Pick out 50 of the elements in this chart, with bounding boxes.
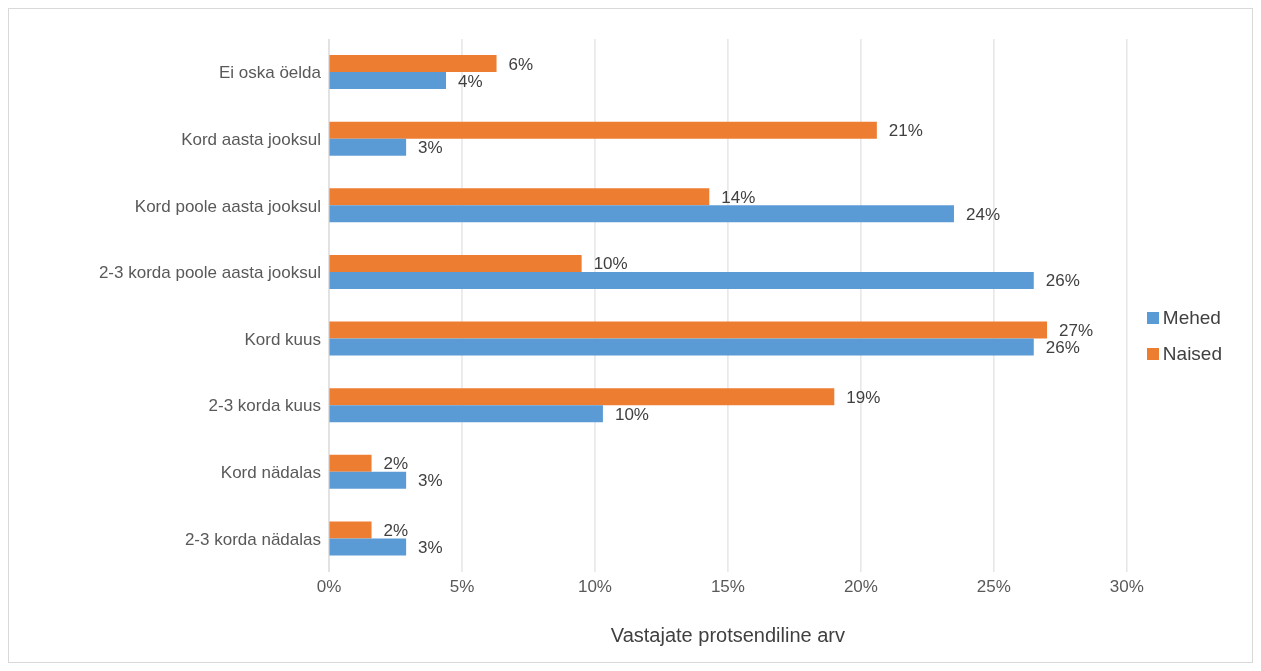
bar [329, 521, 372, 539]
bar [329, 205, 954, 223]
bar [329, 538, 407, 556]
data-label: 3% [418, 471, 443, 491]
data-label: 21% [888, 121, 923, 141]
data-label: 3% [418, 537, 443, 557]
data-label: 24% [965, 204, 1001, 224]
data-label: 10% [593, 254, 628, 274]
y-tick-label: 2-3 korda nädalas [184, 529, 321, 549]
bar [329, 471, 407, 489]
bar [329, 338, 1034, 356]
x-tick-label: 20% [843, 577, 878, 597]
data-label: 6% [508, 54, 534, 74]
x-axis-title: Vastajate protsendiline arv [610, 624, 846, 646]
x-tick-label: 10% [577, 577, 612, 597]
data-label: 4% [458, 71, 483, 91]
bar [329, 55, 497, 72]
x-tick-label: 0% [316, 577, 342, 597]
legend-label: Naised [1162, 342, 1222, 364]
data-label: 27% [1059, 321, 1094, 340]
bar [329, 121, 877, 139]
x-tick-label: 25% [976, 577, 1011, 597]
data-label: 19% [846, 387, 881, 407]
bar [329, 388, 835, 406]
bar [329, 188, 710, 206]
data-label: 14% [721, 187, 756, 207]
y-tick-label: Kord kuus [244, 329, 321, 349]
bar [329, 72, 447, 89]
bar [329, 138, 407, 156]
data-label: 2% [383, 520, 409, 540]
data-label: 2% [383, 454, 409, 474]
data-label: 26% [1045, 271, 1080, 291]
y-tick-label: 2-3 korda poole aasta jooksul [98, 263, 321, 283]
bar [329, 254, 582, 272]
bar [329, 454, 372, 472]
x-tick-label: 5% [449, 577, 475, 597]
x-tick-label: 15% [710, 577, 745, 597]
y-tick-label: Kord nädalas [220, 463, 321, 483]
data-label: 3% [418, 138, 443, 158]
bar [329, 271, 1034, 289]
y-tick-label: Kord aasta jooksul [181, 129, 321, 149]
data-label: 26% [1045, 338, 1080, 357]
y-tick-label: Kord poole aasta jooksul [134, 196, 321, 216]
x-tick-label: 30% [1109, 577, 1144, 597]
bar [329, 321, 1048, 339]
legend-label: Mehed [1162, 306, 1221, 328]
bar [329, 405, 603, 423]
data-label: 10% [614, 404, 649, 424]
y-tick-label: Ei oska öelda [218, 63, 322, 83]
y-tick-label: 2-3 korda kuus [208, 396, 321, 416]
